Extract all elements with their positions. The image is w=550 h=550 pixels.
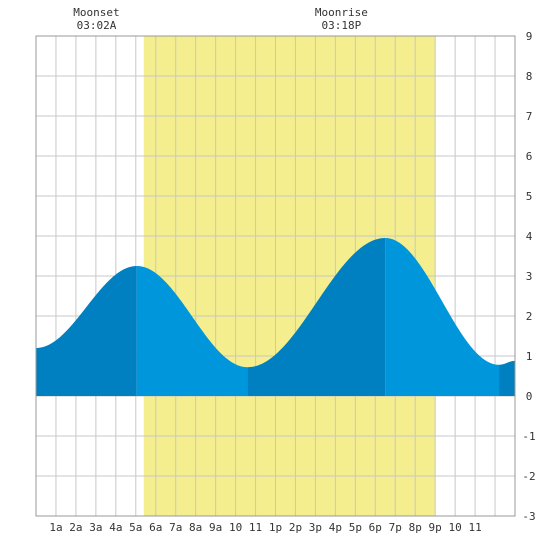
moon-event-label: Moonset	[73, 6, 119, 19]
x-tick-labels: 1a 2a 3a 4a 5a 6a 7a 8a 9a 10 11 1p 2p 3p 4p 5p 6p 7p 8p 9p…	[49, 521, 481, 534]
x-tick-label: 3a	[89, 521, 102, 534]
y-tick-label: -3	[522, 510, 535, 523]
x-tick-label: 5p	[349, 521, 362, 534]
x-tick-label: 2p	[289, 521, 302, 534]
tide-area-layer	[36, 238, 515, 396]
x-tick-label: 9p	[429, 521, 442, 534]
y-tick-label: 7	[526, 110, 533, 123]
x-tick-label: 6p	[369, 521, 382, 534]
x-tick-label: 7p	[389, 521, 402, 534]
tide-area-rising	[36, 266, 137, 396]
x-tick-label: 8p	[409, 521, 422, 534]
moon-event-time: 03:02A	[77, 19, 117, 32]
y-tick-label: -1	[522, 430, 535, 443]
tide-area-rising	[499, 360, 515, 396]
tide-area-falling	[385, 238, 500, 396]
y-tick-label: 4	[526, 230, 533, 243]
tide-area-rising	[247, 238, 386, 396]
x-tick-label: 7a	[169, 521, 182, 534]
x-tick-label: 4a	[109, 521, 122, 534]
y-tick-label: 3	[526, 270, 533, 283]
x-tick-label: 6a	[149, 521, 162, 534]
x-tick-label: 1a	[49, 521, 62, 534]
y-tick-label: 5	[526, 190, 533, 203]
moon-event-label: Moonrise	[315, 6, 368, 19]
x-tick-label: 11	[249, 521, 262, 534]
x-tick-label: 8a	[189, 521, 202, 534]
plot-frame-layer	[35, 35, 516, 517]
moon-event-time: 03:18P	[321, 19, 361, 32]
x-tick-label: 11	[468, 521, 481, 534]
x-tick-label: 10	[229, 521, 242, 534]
y-tick-label: 6	[526, 150, 533, 163]
tide-area-falling	[136, 266, 248, 396]
x-tick-label: 5a	[129, 521, 142, 534]
y-tick-label: 8	[526, 70, 533, 83]
x-tick-label: 1p	[269, 521, 282, 534]
y-tick-label: -2	[522, 470, 535, 483]
y-tick-label: 2	[526, 310, 533, 323]
x-tick-label: 10	[449, 521, 462, 534]
y-tick-labels: -3 -2 -1 0 1 2 3 4 5 6 7 8 9	[522, 30, 535, 523]
x-tick-label: 2a	[69, 521, 82, 534]
x-tick-label: 3p	[309, 521, 322, 534]
x-tick-label: 9a	[209, 521, 222, 534]
y-tick-label: 1	[526, 350, 533, 363]
y-tick-label: 0	[526, 390, 533, 403]
plot-frame	[35, 35, 516, 517]
y-tick-label: 9	[526, 30, 533, 43]
x-tick-label: 4p	[329, 521, 342, 534]
